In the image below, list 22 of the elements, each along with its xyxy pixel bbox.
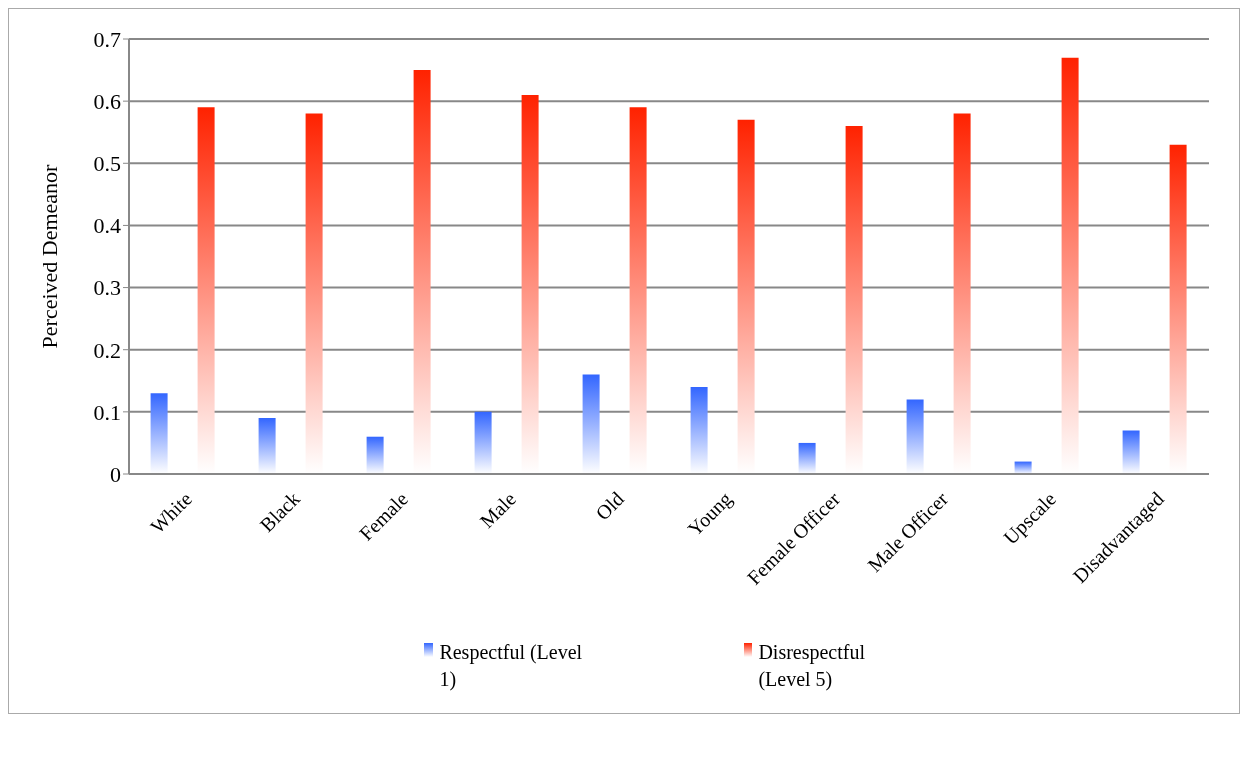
bar <box>366 436 384 474</box>
bar <box>798 442 816 474</box>
x-tick-label: Male <box>475 487 521 533</box>
y-tick-label: 0.2 <box>93 337 121 363</box>
bar <box>474 411 492 474</box>
bar <box>1122 430 1140 474</box>
y-axis-title: Perceived Demeanor <box>36 163 62 349</box>
x-tick-label: Old <box>591 487 629 525</box>
legend-label: Respectful (Level 1) <box>439 640 584 693</box>
bar <box>582 374 600 474</box>
bar <box>690 387 708 474</box>
y-tick-label: 0.6 <box>93 88 121 114</box>
y-tick-label: 0 <box>110 461 121 487</box>
y-tick-label: 0.7 <box>93 26 121 52</box>
bar <box>150 393 168 474</box>
legend-label: Disrespectful (Level 5) <box>758 640 867 693</box>
bar <box>258 418 276 474</box>
bar <box>906 399 924 474</box>
y-tick-label: 0.4 <box>93 213 121 239</box>
y-tick-label: 0.1 <box>93 399 121 425</box>
y-tick-label: 0.5 <box>93 151 121 177</box>
y-tick-label: 0.3 <box>93 275 121 301</box>
